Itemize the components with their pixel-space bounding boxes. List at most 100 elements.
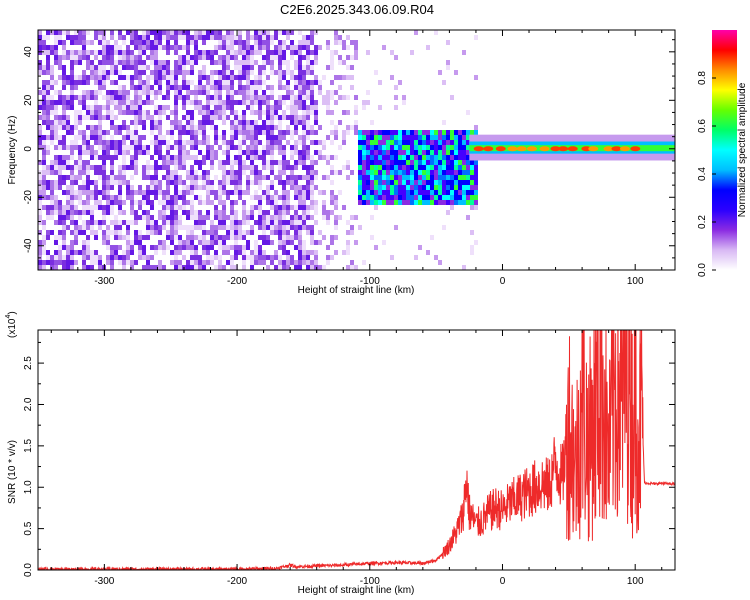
heat-cell (194, 130, 198, 135)
heat-cell (238, 90, 242, 95)
heat-cell (426, 45, 430, 50)
heat-cell (378, 190, 382, 195)
heat-cell (62, 50, 66, 55)
heat-cell (450, 175, 454, 180)
heat-cell (54, 220, 58, 225)
heat-cell (58, 245, 62, 250)
heat-cell (218, 45, 222, 50)
heat-cell (226, 215, 230, 220)
heat-cell (190, 180, 194, 185)
heat-cell (318, 85, 322, 90)
heat-cell (202, 65, 206, 70)
heat-cell (242, 190, 246, 195)
heat-cell (462, 165, 466, 170)
heat-cell (362, 105, 366, 110)
heat-cell (86, 75, 90, 80)
heat-cell (274, 50, 278, 55)
heat-cell (306, 185, 310, 190)
heat-cell (270, 150, 274, 155)
heat-cell (182, 210, 186, 215)
heat-cell (454, 165, 458, 170)
heat-cell (82, 145, 86, 150)
heat-cell (214, 70, 218, 75)
heat-cell (186, 90, 190, 95)
heat-cell (370, 145, 374, 150)
heat-cell (274, 205, 278, 210)
heat-cell (90, 95, 94, 100)
heat-cell (298, 215, 302, 220)
heat-cell (314, 205, 318, 210)
heat-cell (162, 165, 166, 170)
heat-cell (38, 190, 42, 195)
heat-cell (370, 120, 374, 125)
heat-cell (142, 50, 146, 55)
heat-cell (258, 40, 262, 45)
heat-cell (290, 150, 294, 155)
heat-cell (142, 70, 146, 75)
heat-cell (66, 250, 70, 255)
heat-cell (274, 145, 278, 150)
heat-cell (118, 175, 122, 180)
heat-cell (90, 260, 94, 265)
heat-cell (66, 55, 70, 60)
heat-cell (122, 55, 126, 60)
heat-cell (326, 220, 330, 225)
heat-cell (270, 205, 274, 210)
heat-cell (282, 210, 286, 215)
heat-cell (86, 95, 90, 100)
heat-cell (238, 170, 242, 175)
heat-cell (330, 95, 334, 100)
heat-cell (94, 110, 98, 115)
heat-cell (262, 45, 266, 50)
heat-cell (270, 160, 274, 165)
heat-cell (182, 95, 186, 100)
heat-cell (226, 180, 230, 185)
heat-cell (194, 265, 198, 270)
heat-cell (106, 230, 110, 235)
heat-cell (42, 40, 46, 45)
heat-cell (262, 150, 266, 155)
heat-cell (162, 240, 166, 245)
heat-cell (318, 240, 322, 245)
heat-cell (422, 145, 426, 150)
heat-cell (194, 235, 198, 240)
heat-cell (254, 110, 258, 115)
heat-cell (190, 125, 194, 130)
heat-cell (230, 75, 234, 80)
heat-cell (78, 250, 82, 255)
heat-cell (46, 80, 50, 85)
heat-cell (294, 95, 298, 100)
heat-cell (310, 50, 314, 55)
heat-cell (130, 195, 134, 200)
heat-cell (250, 95, 254, 100)
heat-cell (74, 110, 78, 115)
heat-cell (146, 215, 150, 220)
heat-cell (298, 160, 302, 165)
heat-cell (314, 150, 318, 155)
heat-cell (86, 65, 90, 70)
heat-cell (130, 75, 134, 80)
x-tick-label: -200 (227, 576, 247, 587)
heat-cell (134, 95, 138, 100)
heat-cell (38, 45, 42, 50)
heat-cell (162, 75, 166, 80)
snr-y-label: SNR (10 * v/v) (7, 440, 18, 504)
heat-cell (202, 85, 206, 90)
heat-cell (246, 150, 250, 155)
heat-cell (210, 155, 214, 160)
heat-cell (170, 215, 174, 220)
heat-cell (286, 205, 290, 210)
heat-cell (250, 85, 254, 90)
heat-cell (134, 190, 138, 195)
heat-cell (278, 100, 282, 105)
heat-cell (342, 40, 346, 45)
heat-cell (374, 155, 378, 160)
heat-cell (306, 260, 310, 265)
heat-cell (274, 110, 278, 115)
heat-cell (86, 205, 90, 210)
heat-cell (330, 50, 334, 55)
heat-cell (142, 245, 146, 250)
heat-cell (190, 240, 194, 245)
heat-cell (450, 190, 454, 195)
heat-cell (458, 155, 462, 160)
